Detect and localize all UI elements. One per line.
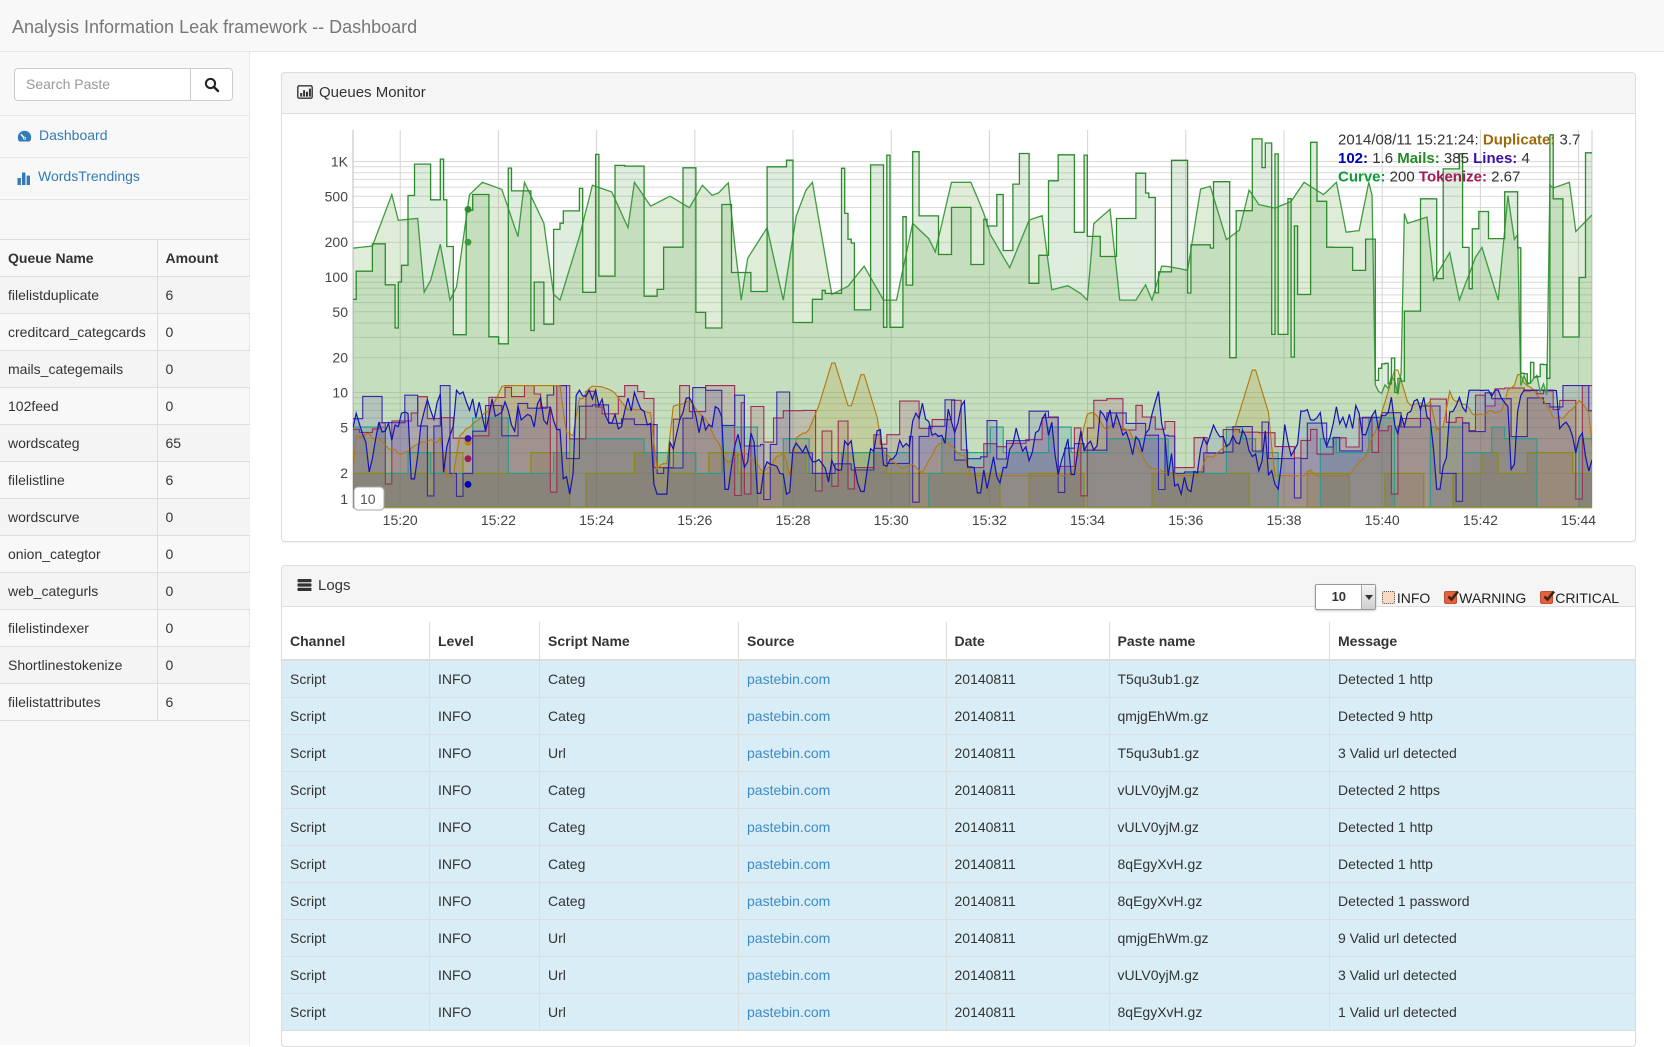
svg-text:15:30: 15:30 xyxy=(874,512,909,528)
svg-text:Curve: 200 Tokenize: 2.67: Curve: 200 Tokenize: 2.67 xyxy=(1338,169,1520,186)
svg-text:5: 5 xyxy=(340,419,348,435)
svg-text:15:38: 15:38 xyxy=(1266,512,1301,528)
svg-text:15:44: 15:44 xyxy=(1561,512,1596,528)
svg-text:15:24: 15:24 xyxy=(579,512,614,528)
svg-text:15:28: 15:28 xyxy=(775,512,810,528)
svg-text:100: 100 xyxy=(325,269,349,285)
svg-text:200: 200 xyxy=(325,234,349,250)
svg-text:20: 20 xyxy=(332,350,348,366)
svg-text:15:42: 15:42 xyxy=(1463,512,1498,528)
svg-text:15:26: 15:26 xyxy=(677,512,712,528)
svg-text:15:36: 15:36 xyxy=(1168,512,1203,528)
svg-text:500: 500 xyxy=(325,188,349,204)
svg-text:15:40: 15:40 xyxy=(1365,512,1400,528)
svg-text:10: 10 xyxy=(332,385,348,401)
svg-text:1K: 1K xyxy=(331,154,349,170)
svg-text:1: 1 xyxy=(340,491,348,507)
svg-text:50: 50 xyxy=(332,304,348,320)
svg-text:15:34: 15:34 xyxy=(1070,512,1105,528)
svg-text:15:20: 15:20 xyxy=(383,512,418,528)
svg-text:2014/08/11 15:21:24: Duplicate: 2014/08/11 15:21:24: Duplicate: 3.7 xyxy=(1338,132,1580,149)
svg-text:2: 2 xyxy=(340,465,348,481)
svg-text:15:22: 15:22 xyxy=(481,512,516,528)
svg-text:10: 10 xyxy=(360,491,376,507)
svg-text:15:32: 15:32 xyxy=(972,512,1007,528)
svg-text:102: 1.6 Mails: 385 Lines: 4: 102: 1.6 Mails: 385 Lines: 4 xyxy=(1338,150,1530,167)
